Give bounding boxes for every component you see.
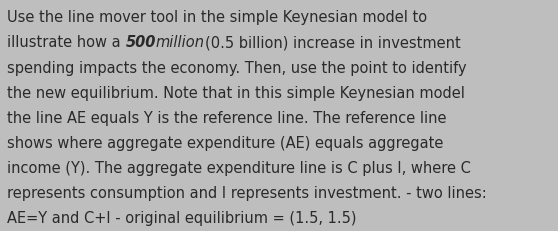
Text: the line AE equals Y is the reference line. The reference line: the line AE equals Y is the reference li… (7, 110, 447, 125)
Text: (0.5 billion) increase in investment: (0.5 billion) increase in investment (205, 35, 461, 50)
Text: income (Y). The aggregate expenditure line is C plus I, where C: income (Y). The aggregate expenditure li… (7, 160, 471, 175)
Text: 500: 500 (126, 35, 156, 50)
Text: million: million (156, 35, 205, 50)
Text: shows where aggregate expenditure (AE) equals aggregate: shows where aggregate expenditure (AE) e… (7, 135, 444, 150)
Text: represents consumption and I represents investment. - two lines:: represents consumption and I represents … (7, 185, 487, 200)
Text: Use the line mover tool in the simple Keynesian model to: Use the line mover tool in the simple Ke… (7, 10, 427, 25)
Text: the new equilibrium. Note that in this simple Keynesian model: the new equilibrium. Note that in this s… (7, 85, 465, 100)
Text: AE=Y and C+I - original equilibrium = (1.5, 1.5): AE=Y and C+I - original equilibrium = (1… (7, 210, 357, 225)
Text: spending impacts the economy. Then, use the point to identify: spending impacts the economy. Then, use … (7, 60, 467, 75)
Text: illustrate how a: illustrate how a (7, 35, 126, 50)
